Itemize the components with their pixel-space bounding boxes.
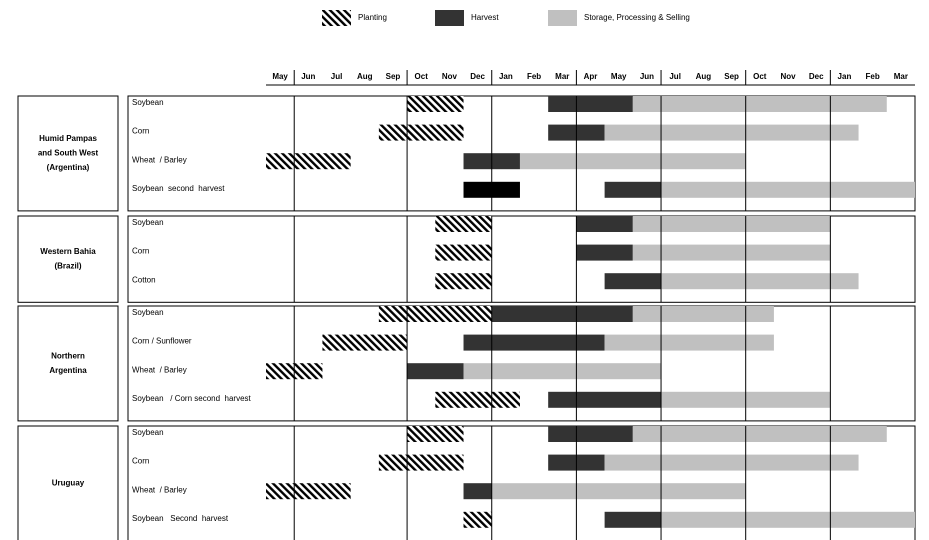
phase-bar	[604, 334, 774, 351]
group-label-box	[17, 425, 119, 540]
phase-bar	[661, 511, 915, 528]
group-label-box	[17, 95, 119, 212]
phase-bar	[548, 391, 662, 408]
phase-bar	[266, 153, 351, 170]
row-label: Corn	[132, 127, 149, 136]
legend-label: Harvest	[471, 13, 499, 22]
phase-bar	[604, 273, 662, 290]
row-label: Soybean / Corn second harvest	[132, 394, 252, 403]
phase-bar	[604, 181, 662, 198]
group-label: Western Bahia	[40, 247, 96, 256]
phase-bar	[378, 306, 492, 322]
phase-bar	[576, 244, 633, 261]
month-label: Oct	[415, 72, 429, 81]
legend-swatch	[322, 10, 351, 26]
month-label: Aug	[696, 72, 712, 81]
phase-bar	[661, 273, 859, 290]
phase-bar	[435, 216, 492, 232]
phase-bar	[632, 244, 831, 261]
row-label: Soybean	[132, 98, 164, 107]
month-label: Mar	[894, 72, 908, 81]
phase-bar	[407, 363, 464, 380]
month-label: Jun	[640, 72, 654, 81]
group-label: (Brazil)	[54, 262, 81, 271]
month-label: Sep	[724, 72, 739, 81]
month-label: Dec	[809, 72, 824, 81]
phase-bar	[435, 273, 492, 290]
phase-bar	[632, 96, 887, 112]
phase-bar	[378, 454, 464, 471]
phase-bar	[463, 511, 492, 528]
month-label: Dec	[470, 72, 485, 81]
month-label: Sep	[386, 72, 401, 81]
phase-bar	[491, 306, 633, 322]
legend-swatch	[435, 10, 464, 26]
row-label: Soybean second harvest	[132, 184, 225, 193]
phase-bar	[463, 334, 605, 351]
phase-bar	[322, 334, 408, 351]
phase-bar	[661, 181, 915, 198]
month-label: Feb	[866, 72, 880, 81]
month-label: Mar	[555, 72, 569, 81]
phase-bar	[463, 483, 492, 500]
phase-bar	[435, 391, 520, 408]
row-label: Cotton	[132, 275, 156, 284]
row-label: Wheat / Barley	[132, 485, 187, 494]
phase-bar	[463, 363, 662, 380]
month-label: Nov	[442, 72, 458, 81]
legend-label: Storage, Processing & Selling	[584, 13, 690, 22]
phase-bar	[266, 483, 351, 500]
phase-bar	[604, 124, 859, 141]
phase-bar	[548, 96, 633, 112]
row-label: Wheat / Barley	[132, 365, 187, 374]
month-label: Jul	[669, 72, 681, 81]
row-label: Corn	[132, 247, 149, 256]
group-label-box	[17, 305, 119, 422]
row-label: Soybean	[132, 428, 164, 437]
phase-bar	[407, 96, 464, 112]
group-label: (Argentina)	[47, 163, 90, 172]
row-label: Soybean	[132, 308, 164, 317]
group-label: Northern	[51, 351, 85, 360]
phase-bar	[378, 124, 464, 141]
month-label: May	[272, 72, 288, 81]
group-label: and South West	[38, 149, 99, 158]
month-label: May	[611, 72, 627, 81]
month-label: Jan	[499, 72, 513, 81]
month-label: Feb	[527, 72, 541, 81]
row-label: Corn / Sunflower	[132, 337, 192, 346]
phase-bar	[604, 454, 859, 471]
group-label-box	[17, 215, 119, 303]
month-label: Apr	[584, 72, 598, 81]
legend-swatch	[548, 10, 577, 26]
month-label: Jan	[838, 72, 852, 81]
phase-bar	[435, 244, 492, 261]
phase-bar	[548, 426, 633, 442]
month-label: Jul	[331, 72, 343, 81]
row-label: Soybean	[132, 218, 164, 227]
phase-bar	[632, 426, 887, 442]
phase-bar	[491, 483, 746, 500]
row-label: Soybean Second harvest	[132, 514, 229, 523]
month-label: Nov	[780, 72, 796, 81]
month-label: Jun	[301, 72, 315, 81]
phase-bar	[604, 511, 662, 528]
phase-bar	[632, 216, 831, 232]
group-label: Uruguay	[52, 479, 85, 488]
phase-bar	[576, 216, 633, 232]
row-label: Corn	[132, 457, 149, 466]
month-label: Oct	[753, 72, 767, 81]
phase-bar	[632, 306, 774, 322]
group-label: Argentina	[49, 366, 87, 375]
phase-bar	[407, 426, 464, 442]
legend-label: Planting	[358, 13, 387, 22]
group-label: Humid Pampas	[39, 134, 97, 143]
row-label: Wheat / Barley	[132, 155, 187, 164]
month-label: Aug	[357, 72, 373, 81]
phase-bar	[519, 153, 746, 170]
